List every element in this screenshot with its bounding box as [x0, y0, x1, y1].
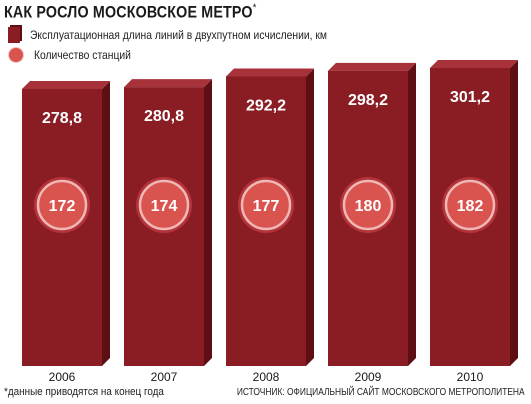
- year-label-2007: 2007: [151, 370, 178, 384]
- year-label-2010: 2010: [457, 370, 484, 384]
- bar-top-2008: [226, 68, 314, 77]
- station-circle-2006: [36, 179, 88, 231]
- year-label-2006: 2006: [49, 370, 76, 384]
- footnote: *данные приводятся на конец года: [4, 386, 164, 398]
- circle-swatch-icon: [8, 47, 24, 63]
- year-label-2008: 2008: [253, 370, 280, 384]
- bar-value-label-2007: 280,8: [144, 108, 184, 125]
- bar-top-2010: [430, 60, 518, 68]
- bar-value-label-2006: 278,8: [42, 110, 82, 127]
- station-circle-2010: [444, 179, 496, 231]
- bar-top-2006: [22, 81, 110, 89]
- station-count-label-2007: 174: [151, 198, 178, 215]
- bar-top-2007: [124, 79, 212, 88]
- bar-top-2009: [328, 62, 416, 71]
- bar-side-2008: [306, 68, 314, 366]
- station-count-label-2009: 180: [355, 198, 382, 215]
- station-count-label-2006: 172: [49, 198, 76, 215]
- station-circle-2007: [138, 179, 190, 231]
- bar-value-label-2008: 292,2: [246, 97, 286, 114]
- legend-item-length: Эксплуатационная длина линий в двухпутно…: [8, 26, 375, 44]
- bar-side-2007: [204, 79, 212, 366]
- bar-value-label-2009: 298,2: [348, 92, 388, 109]
- station-circle-2008: [240, 179, 292, 231]
- bar-side-2010: [510, 60, 518, 366]
- chart-title: КАК РОСЛО МОСКОВСКОЕ МЕТРО*: [4, 2, 257, 22]
- bar-side-2009: [408, 62, 416, 366]
- bar-swatch-icon: [8, 27, 20, 43]
- station-count-label-2010: 182: [457, 198, 484, 215]
- legend-label-length: Эксплуатационная длина линий в двухпутно…: [30, 28, 328, 42]
- bar-side-2006: [102, 81, 110, 366]
- source-note: источник: официальный сайт московского м…: [237, 387, 525, 398]
- station-count-label-2008: 177: [253, 198, 280, 215]
- station-circle-2009: [342, 179, 394, 231]
- year-label-2009: 2009: [355, 370, 382, 384]
- bar-value-label-2010: 301,2: [450, 89, 490, 106]
- legend-item-stations: Количество станций: [8, 46, 147, 64]
- legend-label-stations: Количество станций: [34, 48, 131, 62]
